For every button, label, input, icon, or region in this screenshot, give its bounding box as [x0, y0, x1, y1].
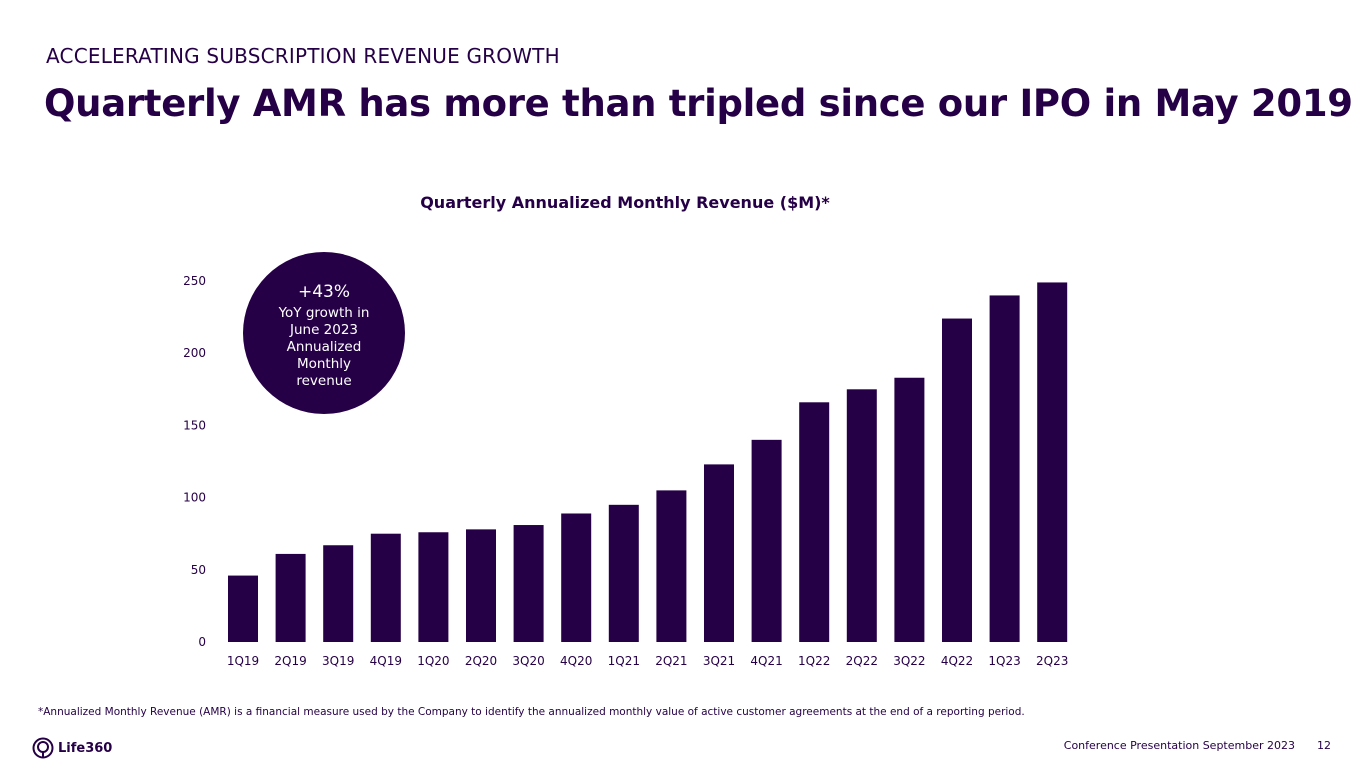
bar-3Q22 [894, 377, 925, 642]
x-tick-label: 2Q23 [1036, 654, 1068, 668]
x-tick-label: 4Q21 [750, 654, 782, 668]
x-tick-label: 3Q20 [512, 654, 544, 668]
x-tick-label: 4Q20 [560, 654, 592, 668]
x-tick-label: 2Q21 [655, 654, 687, 668]
x-tick-label: 3Q19 [322, 654, 354, 668]
page-number: 12 [1317, 739, 1331, 752]
x-tick-label: 1Q22 [798, 654, 830, 668]
x-tick-label: 1Q19 [227, 654, 259, 668]
callout-value: +43% [297, 282, 351, 302]
bar-4Q20 [561, 513, 592, 642]
x-tick-label: 2Q22 [846, 654, 878, 668]
x-tick-label: 1Q20 [417, 654, 449, 668]
presentation-label: Conference Presentation September 2023 [1063, 739, 1295, 752]
x-tick-label: 4Q19 [370, 654, 402, 668]
x-tick-label: 2Q19 [274, 654, 306, 668]
x-tick-label: 1Q21 [608, 654, 640, 668]
y-tick-label: 250 [183, 274, 206, 288]
x-tick-label: 3Q22 [893, 654, 925, 668]
bar-3Q20 [513, 525, 544, 642]
y-tick-label: 100 [183, 491, 206, 505]
bar-1Q21 [608, 504, 639, 642]
y-tick-label: 200 [183, 346, 206, 360]
bar-1Q22 [799, 402, 830, 642]
x-tick-label: 4Q22 [941, 654, 973, 668]
bar-3Q21 [704, 464, 734, 642]
bar-4Q21 [751, 439, 782, 642]
bar-2Q20 [466, 529, 496, 642]
bar-1Q20 [418, 532, 449, 642]
bar-2Q19 [275, 553, 306, 642]
y-tick-label: 0 [198, 635, 206, 649]
x-tick-label: 1Q23 [988, 654, 1020, 668]
bar-2Q21 [656, 490, 687, 642]
bar-1Q23 [989, 295, 1020, 642]
bar-2Q22 [846, 389, 877, 642]
location-pin-icon [32, 737, 54, 759]
footnote: *Annualized Monthly Revenue (AMR) is a f… [38, 706, 1025, 718]
bar-4Q22 [942, 318, 972, 642]
bar-1Q19 [228, 575, 258, 642]
bar-4Q19 [370, 533, 401, 642]
logo-text: Life360 [58, 740, 113, 756]
bar-3Q19 [323, 545, 354, 642]
growth-callout: +43% YoY growth in June 2023 Annualized … [243, 252, 405, 414]
chart-title: Quarterly Annualized Monthly Revenue ($M… [420, 193, 830, 212]
x-tick-label: 3Q21 [703, 654, 735, 668]
x-tick-label: 2Q20 [465, 654, 497, 668]
y-tick-label: 50 [191, 563, 206, 577]
life360-logo: Life360 [32, 737, 112, 759]
eyebrow-title: ACCELERATING SUBSCRIPTION REVENUE GROWTH [46, 44, 560, 68]
bar-2Q23 [1037, 282, 1068, 642]
callout-text: YoY growth in June 2023 Annualized Month… [278, 305, 370, 389]
y-tick-label: 150 [183, 418, 206, 432]
headline: Quarterly AMR has more than tripled sinc… [44, 82, 1353, 125]
